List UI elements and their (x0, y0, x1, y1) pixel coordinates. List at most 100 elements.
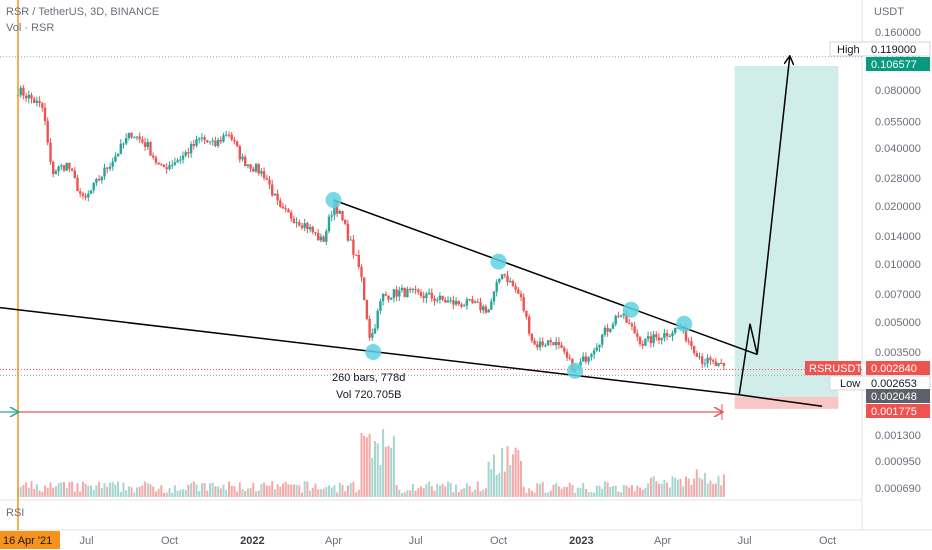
volume-bar (209, 483, 211, 497)
volume-bar (590, 492, 593, 497)
volume-bar (146, 483, 149, 497)
candle-body (308, 227, 312, 230)
candle-body (187, 152, 190, 154)
candle-body (95, 179, 98, 183)
volume-bar (438, 485, 441, 497)
volume-bar (330, 487, 333, 497)
symbol-header[interactable]: RSR / TetherUS, 3D, BINANCE (6, 6, 159, 18)
candle-body (108, 166, 112, 169)
volume-bar (511, 454, 514, 497)
candle-body (414, 288, 417, 290)
rsi-pane-label[interactable]: RSI (6, 507, 24, 519)
time-axis-label: Oct (161, 535, 178, 547)
volume-bar (325, 487, 328, 497)
candle-body (30, 94, 33, 99)
high-tag-value: 0.119000 (871, 44, 916, 56)
volume-bar (433, 490, 436, 497)
candle-body (384, 294, 387, 296)
candle-body (70, 168, 74, 171)
volume-bar (171, 492, 174, 497)
volume-bar (498, 473, 501, 497)
candle-body (160, 164, 163, 166)
candle-body (198, 138, 201, 140)
volume-bar (195, 484, 198, 497)
candle-body (692, 345, 696, 353)
candle-body (300, 225, 304, 228)
candle-body (609, 328, 612, 332)
candle-body (230, 134, 233, 140)
candle-body (530, 333, 534, 341)
price-axis-tick: 0.080000 (875, 85, 921, 97)
volume-bar (211, 482, 214, 497)
candle-body (154, 157, 158, 163)
candle-body (233, 139, 236, 142)
volume-bar (509, 465, 512, 497)
volume-bar (430, 486, 433, 497)
long-position-target-zone[interactable] (734, 66, 839, 397)
volume-bar (493, 454, 495, 497)
volume-bar (79, 491, 82, 497)
candle-body (89, 190, 93, 194)
price-axis-tick: 0.160000 (875, 27, 921, 39)
volume-bar (133, 492, 136, 497)
candle-body (81, 193, 85, 196)
price-axis[interactable]: 0.1600000.1190000.0800000.0550000.040000… (875, 27, 921, 495)
volume-legend[interactable]: Vol · RSR (6, 22, 54, 34)
candle-body (349, 239, 352, 241)
candle-body (392, 289, 396, 299)
candle-body (130, 132, 133, 138)
trendline-extension[interactable] (0, 306, 19, 311)
candle-body (446, 300, 450, 303)
volume-bar (495, 475, 498, 497)
volume-bar (598, 485, 601, 497)
candle-body (127, 132, 131, 139)
volume-bar (306, 481, 309, 497)
price-axis-tick: 0.003500 (875, 347, 921, 359)
volume-bar (571, 485, 574, 497)
price-axis-tick: 0.000950 (875, 456, 921, 468)
candle-body (663, 333, 666, 339)
volume-bar (87, 485, 90, 497)
candle-body (544, 345, 547, 347)
candle-body (376, 310, 379, 329)
volume-bar (233, 486, 236, 497)
volume-bar (644, 487, 647, 497)
price-axis-tick: 0.007000 (875, 289, 921, 301)
candle-body (652, 334, 655, 344)
candle-body (54, 171, 58, 174)
candle-body (371, 333, 374, 338)
volume-bar (568, 482, 571, 497)
touch-point[interactable] (325, 192, 342, 208)
touch-point[interactable] (365, 344, 382, 360)
long-position-stop-zone[interactable] (734, 396, 839, 409)
volume-bar (422, 488, 425, 497)
candle-body (565, 351, 569, 358)
candle-body (173, 162, 177, 165)
touch-point[interactable] (490, 253, 507, 270)
touch-point[interactable] (676, 315, 693, 332)
projection-path-arrow[interactable] (738, 57, 790, 395)
volume-bar (27, 487, 30, 497)
candle-body (409, 289, 412, 290)
volume-bar (690, 484, 693, 497)
candle-body (235, 141, 239, 147)
trendline[interactable] (333, 199, 758, 356)
candle-body (238, 146, 241, 160)
trendline[interactable] (739, 394, 823, 408)
candle-body (587, 357, 590, 362)
volume-bar (409, 490, 412, 497)
volume-bar (484, 488, 487, 497)
candle-body (444, 299, 447, 303)
touch-points[interactable] (325, 192, 693, 379)
candle-body (517, 289, 520, 294)
candle-body (357, 255, 360, 267)
volume-bar (552, 484, 555, 497)
touch-point[interactable] (623, 301, 639, 318)
time-axis[interactable]: Jul Oct 2022 Apr Jul Oct 2023 Apr Jul Oct (79, 535, 836, 547)
candle-body (617, 315, 620, 317)
touch-point[interactable] (567, 362, 584, 379)
volume-bar (106, 487, 109, 497)
candle-body (395, 289, 398, 297)
volume-bar (371, 457, 374, 497)
